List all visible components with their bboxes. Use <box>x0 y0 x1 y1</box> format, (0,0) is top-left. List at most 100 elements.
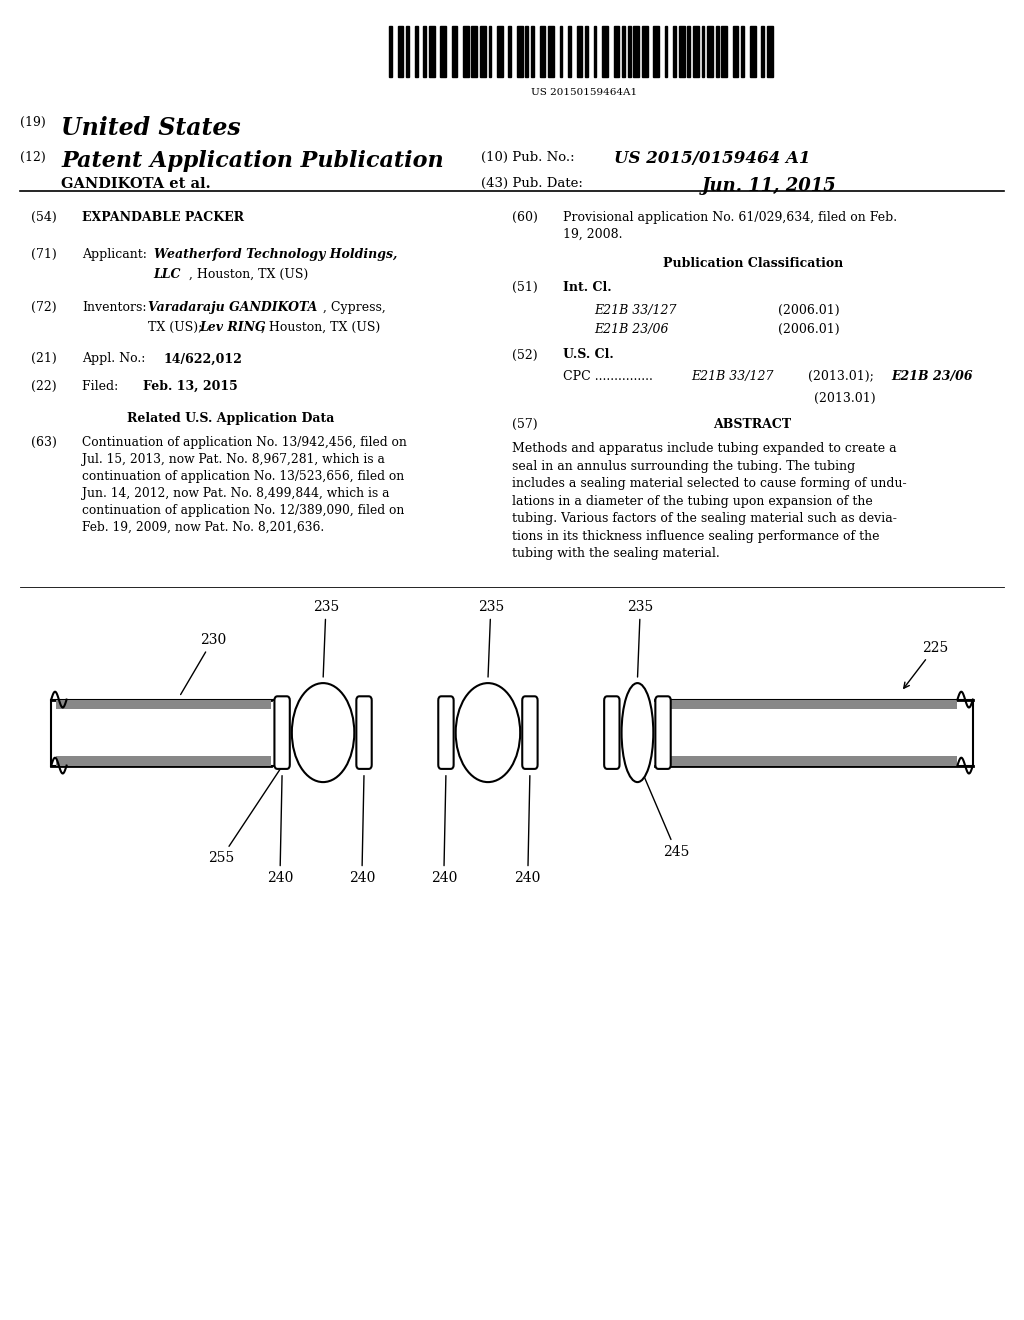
Text: Filed:: Filed: <box>82 380 142 393</box>
Text: Varadaraju GANDIKOTA: Varadaraju GANDIKOTA <box>148 301 317 314</box>
Bar <box>634 26 639 77</box>
Text: E21B 33/127: E21B 33/127 <box>594 304 677 317</box>
Text: Provisional application No. 61/029,634, filed on Feb.
19, 2008.: Provisional application No. 61/029,634, … <box>563 211 897 242</box>
Bar <box>517 26 522 77</box>
Text: E21B 23/06: E21B 23/06 <box>891 370 973 383</box>
Text: Patent Application Publication: Patent Application Publication <box>61 150 444 173</box>
Bar <box>577 26 583 77</box>
Text: (43) Pub. Date:: (43) Pub. Date: <box>481 177 583 190</box>
Bar <box>463 26 469 77</box>
Text: 235: 235 <box>627 599 653 677</box>
Text: (2013.01): (2013.01) <box>814 392 876 405</box>
Text: LLC: LLC <box>154 268 181 281</box>
FancyBboxPatch shape <box>274 697 290 768</box>
Bar <box>51 700 276 766</box>
Bar <box>750 26 756 77</box>
Bar <box>56 700 271 709</box>
Text: US 2015/0159464 A1: US 2015/0159464 A1 <box>614 150 811 168</box>
Text: 240: 240 <box>266 776 293 886</box>
Bar <box>622 26 625 77</box>
Text: 235: 235 <box>477 599 504 677</box>
Bar <box>722 26 727 77</box>
Text: US 20150159464A1: US 20150159464A1 <box>530 88 637 98</box>
Text: Applicant:: Applicant: <box>82 248 155 261</box>
Bar <box>733 26 738 77</box>
Bar <box>407 26 409 77</box>
Bar <box>673 26 676 77</box>
Bar <box>415 26 418 77</box>
Text: (2006.01): (2006.01) <box>778 304 840 317</box>
Text: 225: 225 <box>904 640 948 688</box>
Text: EXPANDABLE PACKER: EXPANDABLE PACKER <box>82 211 244 224</box>
Bar <box>440 26 445 77</box>
Text: Weatherford Technology Holdings,: Weatherford Technology Holdings, <box>154 248 397 261</box>
Text: Continuation of application No. 13/942,456, filed on
Jul. 15, 2013, now Pat. No.: Continuation of application No. 13/942,4… <box>82 436 407 533</box>
Bar <box>525 26 528 77</box>
Bar <box>653 26 659 77</box>
Text: Int. Cl.: Int. Cl. <box>563 281 611 294</box>
Text: (21): (21) <box>31 352 56 366</box>
Bar <box>585 26 588 77</box>
Bar <box>488 26 492 77</box>
Bar <box>693 26 698 77</box>
FancyBboxPatch shape <box>604 697 620 768</box>
Text: (63): (63) <box>31 436 56 449</box>
Text: ABSTRACT: ABSTRACT <box>714 418 792 432</box>
Bar <box>660 700 957 709</box>
Text: 230: 230 <box>180 632 226 694</box>
Bar <box>665 26 668 77</box>
Text: CPC ...............: CPC ............... <box>563 370 657 383</box>
Bar <box>628 26 631 77</box>
Bar <box>642 26 647 77</box>
Text: (54): (54) <box>31 211 56 224</box>
Text: Feb. 13, 2015: Feb. 13, 2015 <box>143 380 239 393</box>
FancyBboxPatch shape <box>356 697 372 768</box>
Text: , Cypress,: , Cypress, <box>323 301 385 314</box>
Text: E21B 23/06: E21B 23/06 <box>594 323 669 337</box>
Bar <box>56 756 271 766</box>
Text: Publication Classification: Publication Classification <box>663 257 843 271</box>
Bar <box>423 26 426 77</box>
Bar <box>471 26 477 77</box>
Text: 255: 255 <box>208 764 284 866</box>
Bar <box>559 26 562 77</box>
Text: (2006.01): (2006.01) <box>778 323 840 337</box>
Text: (60): (60) <box>512 211 538 224</box>
FancyBboxPatch shape <box>522 697 538 768</box>
Bar <box>701 26 705 77</box>
Text: (19): (19) <box>20 116 46 129</box>
Bar <box>548 26 554 77</box>
Bar <box>602 26 608 77</box>
Text: 14/622,012: 14/622,012 <box>164 352 243 366</box>
Text: TX (US);: TX (US); <box>148 321 207 334</box>
Ellipse shape <box>456 684 520 781</box>
Text: Appl. No.:: Appl. No.: <box>82 352 154 366</box>
FancyBboxPatch shape <box>655 697 671 768</box>
Text: Lev RING: Lev RING <box>200 321 266 334</box>
Text: U.S. Cl.: U.S. Cl. <box>563 348 614 362</box>
Text: United States: United States <box>61 116 241 140</box>
Text: 240: 240 <box>430 776 457 886</box>
FancyBboxPatch shape <box>438 697 454 768</box>
Bar <box>508 26 511 77</box>
Bar <box>568 26 571 77</box>
Bar <box>666 700 973 766</box>
Text: , Houston, TX (US): , Houston, TX (US) <box>261 321 380 334</box>
Bar <box>497 26 503 77</box>
Text: (2013.01);: (2013.01); <box>804 370 878 383</box>
Text: , Houston, TX (US): , Houston, TX (US) <box>189 268 308 281</box>
Bar <box>613 26 620 77</box>
Bar <box>389 26 392 77</box>
Text: (51): (51) <box>512 281 538 294</box>
Text: Methods and apparatus include tubing expanded to create a
seal in an annulus sur: Methods and apparatus include tubing exp… <box>512 442 906 560</box>
Text: (12): (12) <box>20 150 46 164</box>
Bar <box>741 26 744 77</box>
Ellipse shape <box>622 684 653 781</box>
Bar <box>708 26 713 77</box>
Bar <box>480 26 485 77</box>
Bar <box>716 26 719 77</box>
Bar <box>397 26 403 77</box>
Text: (71): (71) <box>31 248 56 261</box>
Text: (22): (22) <box>31 380 56 393</box>
Text: 235: 235 <box>313 599 339 677</box>
